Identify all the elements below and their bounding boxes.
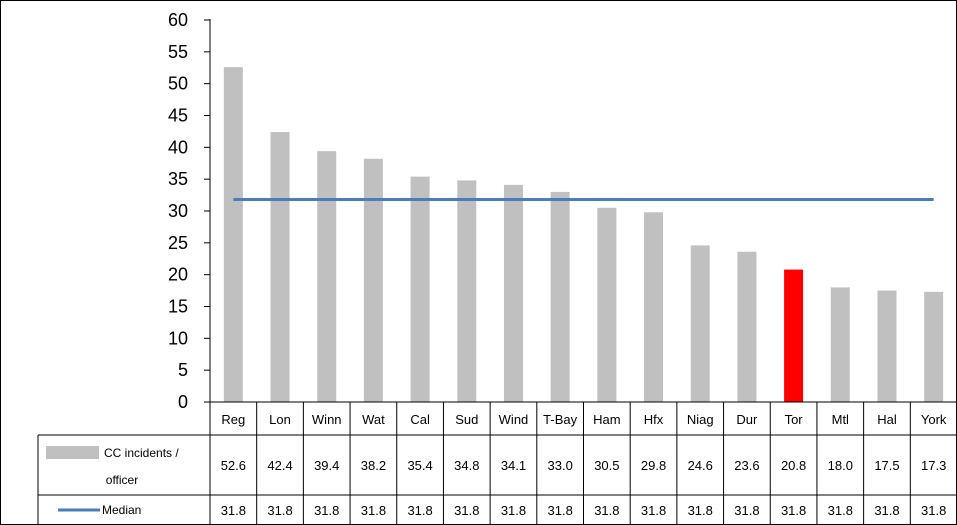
data-label-median: 31.8 — [921, 503, 946, 518]
y-tick-label: 40 — [168, 137, 188, 157]
bar-niag — [690, 245, 710, 402]
y-tick-label: 60 — [168, 10, 188, 30]
data-label-median: 31.8 — [641, 503, 666, 518]
bar-tor — [784, 269, 804, 402]
bar-ham — [597, 207, 617, 402]
legend-median-label: Median — [102, 503, 141, 517]
data-label-median: 31.8 — [314, 503, 339, 518]
bar-t-bay — [550, 191, 570, 402]
bar-dur — [737, 251, 757, 402]
data-label-median: 31.8 — [407, 503, 432, 518]
bar-mtl — [830, 287, 850, 402]
data-label-bar: 34.8 — [454, 458, 479, 473]
data-label-bar: 33.0 — [548, 458, 573, 473]
category-label: T-Bay — [543, 412, 577, 427]
bar-wind — [503, 184, 523, 402]
category-label: Reg — [221, 412, 245, 427]
bar-cal — [410, 176, 430, 402]
y-tick-label: 20 — [168, 265, 188, 285]
data-label-median: 31.8 — [548, 503, 573, 518]
category-label: Mtl — [832, 412, 849, 427]
data-label-bar: 35.4 — [407, 458, 432, 473]
bar-reg — [223, 67, 243, 402]
data-label-bar: 17.5 — [874, 458, 899, 473]
data-label-bar: 29.8 — [641, 458, 666, 473]
data-label-median: 31.8 — [688, 503, 713, 518]
category-label: Wat — [362, 412, 385, 427]
y-tick-label: 25 — [168, 233, 188, 253]
data-label-median: 31.8 — [221, 503, 246, 518]
bar-hfx — [644, 212, 664, 402]
data-label-median: 31.8 — [267, 503, 292, 518]
category-label: Niag — [687, 412, 714, 427]
data-label-bar: 24.6 — [688, 458, 713, 473]
data-label-bar: 39.4 — [314, 458, 339, 473]
category-label: Hfx — [644, 412, 664, 427]
y-tick-label: 30 — [168, 201, 188, 221]
category-label: Lon — [269, 412, 291, 427]
data-label-bar: 20.8 — [781, 458, 806, 473]
y-tick-label: 0 — [178, 392, 188, 412]
category-label: Cal — [410, 412, 430, 427]
category-label: Hal — [877, 412, 897, 427]
data-table: Reg Lon Winn Wat Cal Sud Wind T-Bay Ham Hfx Niag Du… — [37, 401, 957, 525]
legend-bar-label: officer — [106, 473, 138, 487]
category-label: Tor — [785, 412, 804, 427]
data-label-bar: 34.1 — [501, 458, 526, 473]
data-label-bar: 23.6 — [734, 458, 759, 473]
data-label-bar: 52.6 — [221, 458, 246, 473]
data-label-median: 31.8 — [734, 503, 759, 518]
bar-winn — [317, 151, 337, 402]
bar-lon — [270, 132, 290, 402]
data-label-bar: 42.4 — [267, 458, 292, 473]
data-label-median: 31.8 — [874, 503, 899, 518]
y-tick-label: 35 — [168, 169, 188, 189]
data-label-bar: 18.0 — [828, 458, 853, 473]
category-label: Winn — [312, 412, 342, 427]
category-label: Ham — [593, 412, 620, 427]
category-label: Wind — [499, 412, 529, 427]
data-label-median: 31.8 — [781, 503, 806, 518]
legend-bar-label: CC incidents / — [104, 446, 179, 460]
data-label-median: 31.8 — [361, 503, 386, 518]
data-label-bar: 38.2 — [361, 458, 386, 473]
bar-series — [223, 67, 944, 402]
category-label: Sud — [455, 412, 478, 427]
bar-sud — [457, 180, 477, 402]
y-tick-label: 45 — [168, 106, 188, 126]
y-tick-label: 55 — [168, 42, 188, 62]
y-tick-label: 50 — [168, 74, 188, 94]
data-label-median: 31.8 — [454, 503, 479, 518]
bar-hal — [877, 290, 897, 402]
y-tick-label: 10 — [168, 328, 188, 348]
category-label: York — [921, 412, 947, 427]
data-label-median: 31.8 — [501, 503, 526, 518]
bar-wat — [363, 158, 383, 402]
y-tick-label: 5 — [178, 360, 188, 380]
data-label-median: 31.8 — [594, 503, 619, 518]
category-label: Dur — [736, 412, 758, 427]
data-label-median: 31.8 — [828, 503, 853, 518]
y-axis: 0 5 10 15 20 25 30 35 40 45 50 55 60 — [168, 10, 211, 525]
bar-york — [924, 291, 944, 402]
data-label-bar: 17.3 — [921, 458, 946, 473]
data-label-bar: 30.5 — [594, 458, 619, 473]
y-tick-label: 15 — [168, 297, 188, 317]
legend-bar-swatch — [46, 446, 99, 459]
